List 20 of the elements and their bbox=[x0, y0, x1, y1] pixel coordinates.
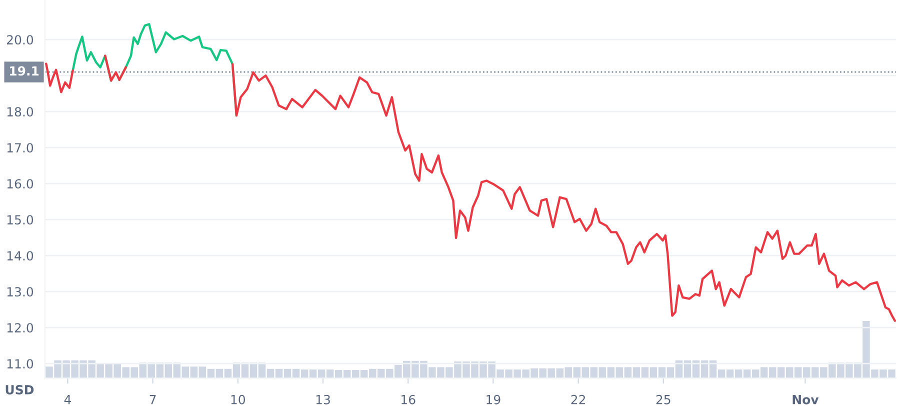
x-tick-label: 25 bbox=[656, 394, 670, 404]
x-tick-label: Nov bbox=[792, 395, 819, 404]
y-tick-label: 12.0 bbox=[7, 323, 34, 333]
x-tick-label: 4 bbox=[64, 395, 71, 404]
x-tick-label: 7 bbox=[150, 395, 156, 404]
y-tick-label: 16.0 bbox=[7, 179, 34, 189]
y-tick-label: 13.0 bbox=[7, 287, 34, 297]
x-tick-label: 22 bbox=[571, 394, 585, 404]
y-tick-label: 17.0 bbox=[7, 143, 34, 153]
y-axis-title: USD bbox=[6, 385, 34, 394]
y-tick-label: 18.0 bbox=[7, 107, 34, 117]
ref-line-label: 19.1 bbox=[10, 66, 39, 76]
x-tick-label: 13 bbox=[316, 394, 330, 404]
y-tick-label: 11.0 bbox=[7, 359, 34, 369]
x-tick-label: 10 bbox=[231, 394, 246, 404]
y-tick-label: 20.0 bbox=[6, 35, 34, 45]
x-tick-label: 16 bbox=[402, 394, 416, 404]
x-tick-label: 19 bbox=[486, 394, 500, 404]
y-tick-label: 14.0 bbox=[7, 251, 34, 261]
y-tick-label: 15.0 bbox=[7, 215, 34, 225]
